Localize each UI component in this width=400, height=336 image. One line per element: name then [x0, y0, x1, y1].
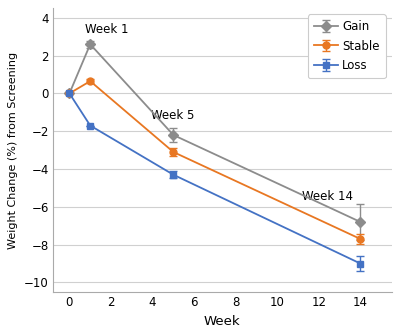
X-axis label: Week: Week — [204, 315, 240, 328]
Text: Week 14: Week 14 — [302, 190, 353, 203]
Text: Week 1: Week 1 — [85, 23, 128, 36]
Y-axis label: Weight Change (%) from Screening: Weight Change (%) from Screening — [8, 52, 18, 249]
Legend: Gain, Stable, Loss: Gain, Stable, Loss — [308, 14, 386, 78]
Text: Week 5: Week 5 — [150, 109, 194, 122]
